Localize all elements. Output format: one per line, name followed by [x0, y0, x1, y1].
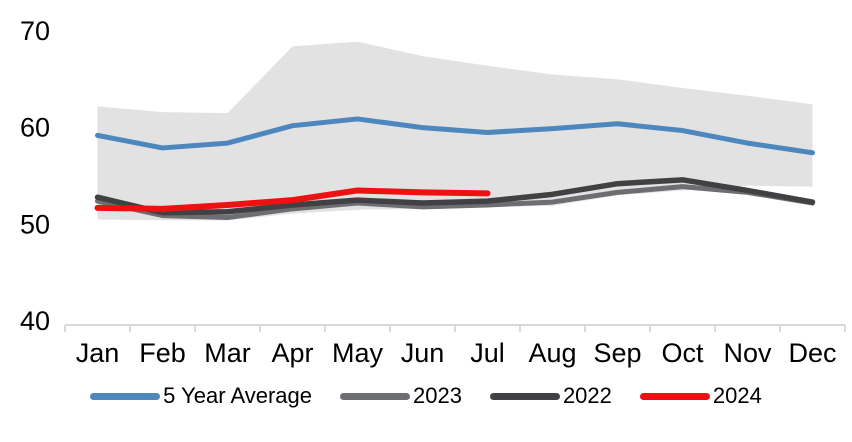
- x-axis-label: Jun: [401, 338, 445, 368]
- x-axis-label: Jan: [76, 338, 120, 368]
- chart-legend: 5 Year Average 2023 2022 2024: [0, 385, 852, 407]
- series-line-5-year-average: [95, 116, 815, 156]
- legend-item-2022: 2022: [489, 383, 612, 408]
- x-axis-label: May: [332, 338, 384, 368]
- x-axis-label: Nov: [723, 338, 772, 368]
- x-axis-label: Mar: [204, 338, 251, 368]
- legend-item-2024: 2024: [639, 383, 762, 408]
- legend-label-2022: 2022: [562, 383, 612, 408]
- legend-label-5-year-average: 5 Year Average: [163, 383, 312, 408]
- x-axis-label: Oct: [661, 338, 704, 368]
- x-axis-label: Apr: [271, 338, 313, 368]
- series-line-2022: [94, 177, 816, 216]
- legend-item-2023: 2023: [339, 383, 462, 408]
- x-axis-label: Sep: [593, 338, 641, 368]
- series-line-2023: [95, 184, 815, 221]
- y-axis-label: 40: [20, 306, 50, 336]
- y-axis-label: 50: [20, 209, 50, 239]
- x-axis-label: Feb: [139, 338, 186, 368]
- x-axis-label: Jul: [470, 338, 505, 368]
- legend-swatch-5-year-average-icon: [90, 392, 161, 400]
- y-axis-label: 70: [20, 16, 50, 46]
- legend-label-2023: 2023: [412, 383, 462, 408]
- legend-label-2024: 2024: [712, 383, 762, 408]
- legend-item-5-year-average: 5 Year Average: [90, 385, 312, 407]
- x-axis-label: Dec: [788, 338, 836, 368]
- x-axis-label: Aug: [528, 338, 576, 368]
- y-axis-label: 60: [20, 113, 50, 143]
- legend-swatch-2022-icon: [489, 392, 560, 400]
- series-line-2024: [94, 187, 491, 212]
- legend-swatch-2023-icon: [339, 392, 410, 400]
- legend-swatch-2024-icon: [639, 392, 710, 400]
